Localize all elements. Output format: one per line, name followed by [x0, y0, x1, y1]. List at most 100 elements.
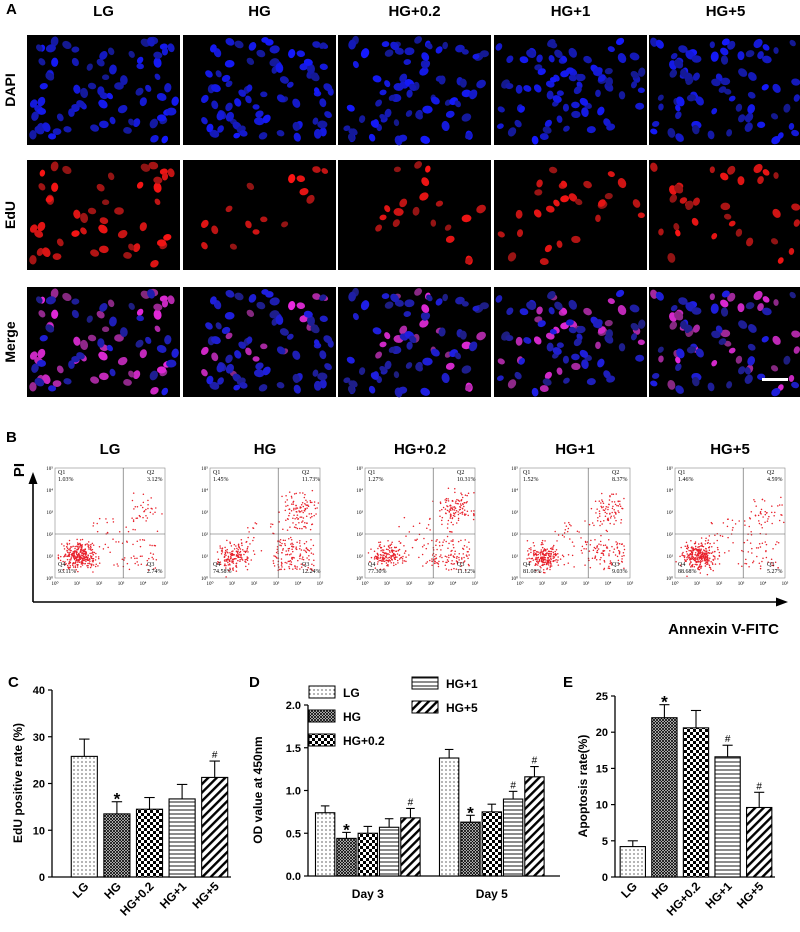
- event-dot: [694, 551, 697, 554]
- event-dot: [388, 550, 391, 552]
- event-dot: [611, 501, 613, 503]
- event-dot: [556, 540, 558, 542]
- nucleus: [80, 227, 87, 235]
- event-dot: [698, 546, 700, 548]
- event-dot: [453, 556, 456, 558]
- event-dot: [468, 541, 470, 544]
- nucleus: [537, 68, 546, 76]
- event-dot: [453, 562, 456, 565]
- event-dot: [73, 554, 75, 557]
- event-dot: [84, 556, 86, 559]
- event-dot: [758, 543, 761, 545]
- event-dot: [291, 542, 293, 544]
- nucleus: [317, 372, 328, 381]
- nucleus: [571, 110, 581, 119]
- event-dot: [80, 552, 83, 554]
- event-dot: [449, 513, 452, 515]
- nucleus: [650, 162, 658, 172]
- quadrant-name: Q4: [523, 562, 530, 568]
- event-dot: [438, 545, 441, 547]
- event-dot: [231, 560, 233, 562]
- event-dot: [543, 563, 546, 566]
- event-dot: [755, 547, 758, 549]
- event-dot: [387, 565, 389, 567]
- nucleus: [593, 319, 603, 328]
- nucleus: [347, 133, 355, 142]
- event-dot: [241, 544, 243, 547]
- nucleus: [225, 80, 233, 88]
- event-dot: [89, 560, 91, 562]
- y-tick-label: 5: [602, 836, 608, 848]
- event-dot: [534, 549, 536, 552]
- event-dot: [279, 539, 282, 541]
- event-dot: [759, 511, 762, 513]
- panel-letter: A: [6, 1, 17, 18]
- nucleus: [109, 64, 117, 75]
- event-dot: [448, 510, 450, 512]
- event-dot: [217, 558, 220, 560]
- nucleus: [421, 304, 430, 314]
- event-dot: [408, 554, 410, 556]
- event-dot: [308, 555, 310, 557]
- event-dot: [143, 539, 146, 541]
- event-dot: [292, 522, 294, 524]
- event-dot: [72, 551, 74, 553]
- event-dot: [286, 517, 289, 520]
- event-dot: [461, 493, 463, 496]
- x-tick-label: HG+0.2: [664, 879, 704, 919]
- event-dot: [691, 551, 693, 554]
- event-dot: [701, 557, 703, 560]
- event-dot: [593, 524, 595, 527]
- event-dot: [707, 563, 709, 565]
- nucleus: [324, 111, 332, 119]
- nucleus: [692, 376, 700, 387]
- nucleus: [36, 44, 43, 52]
- nucleus: [234, 98, 242, 107]
- nucleus: [676, 348, 685, 359]
- event-dot: [292, 545, 295, 548]
- nucleus: [607, 46, 615, 53]
- event-dot: [452, 512, 455, 514]
- nucleus: [275, 315, 284, 325]
- event-dot: [435, 540, 437, 542]
- nucleus: [793, 94, 800, 102]
- event-dot: [761, 542, 764, 544]
- nucleus: [788, 374, 795, 382]
- event-dot: [78, 561, 81, 564]
- significance-mark: *: [343, 820, 350, 839]
- event-dot: [67, 568, 70, 570]
- event-dot: [299, 540, 301, 542]
- event-dot: [543, 548, 546, 550]
- quadrant-name: Q3: [767, 562, 774, 568]
- nucleus: [276, 382, 285, 389]
- nucleus: [518, 357, 525, 365]
- nucleus: [211, 100, 219, 110]
- event-dot: [700, 555, 702, 557]
- nucleus: [497, 123, 504, 130]
- nucleus: [710, 51, 719, 62]
- event-dot: [714, 556, 716, 558]
- nucleus: [96, 183, 105, 192]
- nucleus: [753, 290, 763, 301]
- quadrant-percent: 8.37%: [612, 477, 628, 483]
- event-dot: [594, 556, 596, 559]
- y-tick-label: 10⁰: [46, 576, 53, 582]
- event-dot: [396, 553, 399, 555]
- event-dot: [67, 551, 69, 554]
- event-dot: [242, 548, 244, 551]
- y-tick-label: 10⁰: [201, 576, 208, 582]
- event-dot: [249, 543, 251, 545]
- event-dot: [300, 516, 303, 518]
- event-dot: [369, 560, 371, 563]
- nucleus: [547, 291, 556, 300]
- event-dot: [467, 492, 470, 495]
- event-dot: [759, 567, 762, 570]
- event-dot: [583, 547, 585, 550]
- event-dot: [147, 507, 149, 510]
- event-dot: [82, 559, 84, 561]
- event-dot: [112, 521, 115, 523]
- event-dot: [280, 558, 283, 560]
- nucleus: [674, 59, 684, 69]
- event-dot: [699, 562, 702, 564]
- event-dot: [699, 550, 701, 553]
